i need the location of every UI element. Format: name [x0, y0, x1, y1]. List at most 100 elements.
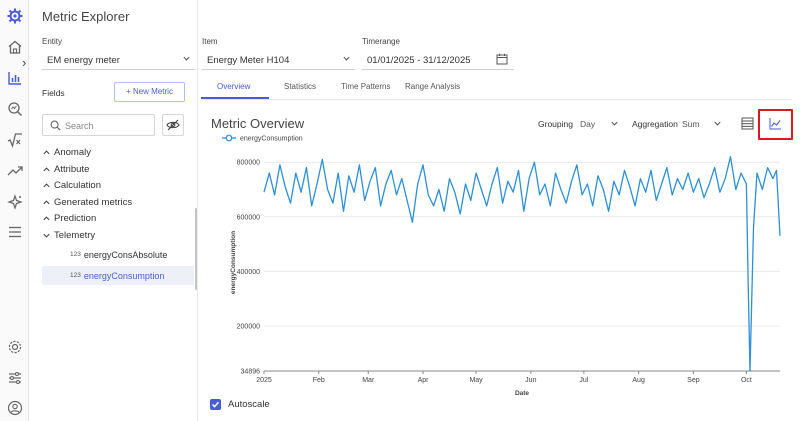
tab-range-analysis[interactable]: Range Analysis — [405, 82, 461, 91]
autoscale-label: Autoscale — [228, 399, 270, 410]
x-tick-label: Apr — [418, 377, 430, 384]
toggle-hidden-button[interactable] — [162, 114, 184, 136]
y-tick-label: 800000 — [237, 160, 260, 167]
x-tick-label: May — [469, 377, 483, 384]
chart-view-button[interactable] — [765, 113, 786, 134]
x-tick-label: 2025 — [256, 377, 272, 384]
aggregation-label: Aggregation — [632, 119, 678, 129]
grouping-select[interactable]: Day — [580, 119, 596, 129]
active-tab-indicator — [201, 97, 269, 99]
chevron-up-icon — [43, 150, 50, 155]
line-chart-icon — [769, 118, 781, 130]
item-select[interactable]: Energy Meter H104 — [202, 49, 355, 70]
calendar-icon[interactable] — [496, 53, 508, 65]
sliders-icon[interactable] — [5, 368, 24, 387]
timerange-value: 01/01/2025 - 31/12/2025 — [367, 55, 471, 66]
x-tick-label: Feb — [313, 377, 325, 384]
y-tick-label: 34896 — [241, 369, 261, 376]
x-tick-label: Oct — [741, 377, 752, 384]
timerange-label: Timerange — [362, 37, 400, 46]
entity-select[interactable]: EM energy meter — [42, 49, 195, 70]
group-label: Anomaly — [54, 147, 91, 158]
fields-label: Fields — [42, 88, 65, 98]
x-tick-label: Aug — [632, 377, 645, 384]
chevron-down-icon[interactable] — [713, 119, 722, 128]
chevron-up-icon — [43, 167, 50, 172]
chevron-down-icon — [43, 233, 50, 238]
entity-label: Entity — [42, 37, 63, 46]
group-label: Prediction — [54, 213, 97, 224]
group-label: Telemetry — [54, 230, 96, 241]
sparkle-icon[interactable] — [5, 192, 24, 211]
bar-chart-icon[interactable] — [5, 68, 24, 87]
panel-divider — [197, 0, 198, 421]
checkbox-checked-icon — [210, 399, 221, 410]
item-select-value: Energy Meter H104 — [207, 55, 290, 66]
autoscale-checkbox[interactable]: Autoscale — [210, 399, 270, 410]
trend-icon[interactable] — [5, 161, 24, 180]
table-view-button[interactable] — [737, 113, 758, 134]
settings-icon[interactable] — [5, 337, 24, 356]
entity-select-value: EM energy meter — [47, 55, 120, 66]
field-item-label: energyConsumption — [83, 270, 165, 281]
chevron-up-icon — [43, 183, 50, 188]
chart-title: Metric Overview — [211, 116, 305, 131]
group-prediction[interactable]: Prediction — [42, 213, 96, 224]
field-item-energy-consumption[interactable]: 123 energyConsumption — [42, 266, 194, 285]
tabs-divider — [201, 99, 791, 100]
tab-overview[interactable]: Overview — [217, 82, 251, 91]
chevron-up-icon — [43, 216, 50, 221]
y-axis-label: energyConsumption — [230, 231, 237, 294]
chevron-up-icon — [43, 200, 50, 205]
field-item-energy-cons-absolute[interactable]: 123 energyConsAbsolute — [42, 245, 194, 264]
aggregation-select[interactable]: Sum — [682, 119, 700, 129]
group-label: Calculation — [54, 180, 101, 191]
group-anomaly[interactable]: Anomaly — [42, 147, 91, 158]
group-telemetry[interactable]: Telemetry — [42, 230, 95, 241]
user-icon[interactable] — [5, 398, 24, 417]
new-metric-button[interactable]: + New Metric — [114, 82, 185, 102]
eye-off-icon — [166, 119, 180, 131]
x-tick-label: Jul — [579, 377, 588, 384]
highlight-box — [758, 109, 793, 140]
group-calculation[interactable]: Calculation — [42, 180, 101, 191]
menu-icon[interactable] — [5, 222, 24, 241]
search-icon — [50, 120, 61, 131]
numeric-type-badge: 123 — [70, 272, 81, 279]
tab-statistics[interactable]: Statistics — [284, 82, 317, 91]
numeric-type-badge: 123 — [70, 251, 81, 258]
y-tick-label: 200000 — [237, 323, 260, 330]
group-label: Generated metrics — [54, 197, 133, 208]
analyze-icon[interactable] — [5, 99, 24, 118]
table-icon — [741, 117, 754, 130]
group-generated-metrics[interactable]: Generated metrics — [42, 197, 132, 208]
x-tick-label: Jun — [525, 377, 536, 384]
x-tick-label: Mar — [362, 377, 375, 384]
legend-marker — [225, 134, 233, 142]
y-tick-label: 400000 — [237, 269, 260, 276]
fields-scrollbar[interactable] — [195, 208, 198, 290]
chevron-down-icon[interactable] — [610, 119, 619, 128]
home-icon[interactable] — [5, 37, 24, 56]
legend-label: energyConsumption — [240, 136, 303, 143]
grouping-label: Grouping — [538, 119, 573, 129]
tab-time-patterns[interactable]: Time Patterns — [341, 82, 391, 91]
field-item-label: energyConsAbsolute — [83, 249, 168, 260]
field-search — [42, 114, 155, 136]
chevron-down-icon — [343, 56, 350, 61]
x-tick-label: Sep — [687, 377, 700, 384]
item-label: Item — [202, 37, 218, 46]
search-input[interactable] — [65, 118, 151, 133]
x-axis-label: Date — [515, 390, 529, 397]
sqrt-icon[interactable] — [5, 130, 24, 149]
gear-logo-icon[interactable] — [5, 6, 24, 25]
icon-rail: › — [0, 0, 29, 421]
chevron-down-icon — [183, 56, 190, 61]
series-line-energy-consumption — [263, 156, 781, 372]
group-label: Attribute — [54, 164, 90, 175]
group-attribute[interactable]: Attribute — [42, 164, 89, 175]
expand-rail-icon[interactable]: › — [22, 55, 27, 70]
y-tick-label: 600000 — [237, 214, 260, 221]
timerange-picker[interactable]: 01/01/2025 - 31/12/2025 — [362, 49, 514, 70]
